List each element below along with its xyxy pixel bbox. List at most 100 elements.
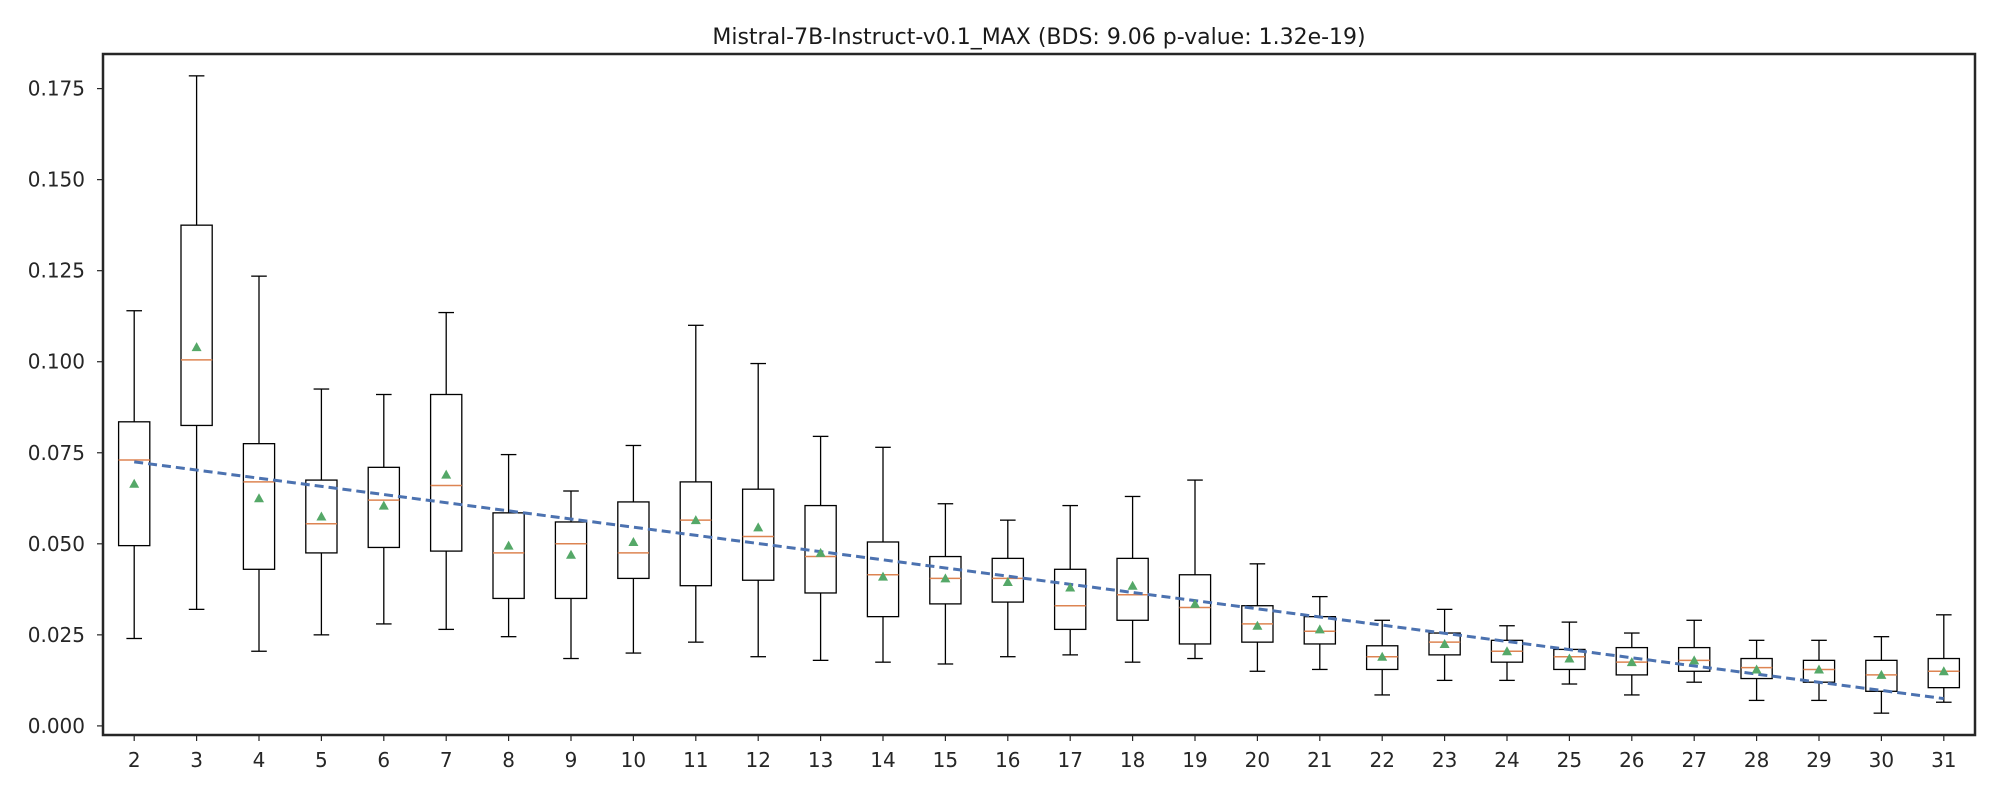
x-tick-label: 28 — [1744, 748, 1769, 772]
box-8 — [492, 453, 525, 638]
box-body — [1365, 645, 1399, 671]
x-tick-label: 7 — [440, 748, 453, 772]
mean-marker-9 — [566, 549, 576, 559]
box-body — [617, 501, 650, 580]
box-20 — [1241, 563, 1274, 672]
mean-marker-10 — [628, 536, 639, 546]
box-body — [117, 421, 151, 547]
box-body — [429, 393, 463, 552]
box-9 — [554, 490, 588, 660]
box-4 — [242, 275, 276, 652]
box-body — [679, 481, 713, 587]
mean-marker-23 — [1439, 638, 1450, 648]
box-27 — [1677, 619, 1711, 683]
box-12 — [741, 362, 775, 658]
x-tick-label: 30 — [1869, 748, 1894, 772]
box-body — [554, 521, 588, 600]
box-22 — [1365, 619, 1399, 696]
x-tick-label: 13 — [808, 748, 833, 772]
x-tick-label: 12 — [745, 748, 770, 772]
box-7 — [429, 311, 463, 631]
x-tick-label: 6 — [377, 748, 390, 772]
mean-marker-16 — [1002, 577, 1013, 587]
box-15 — [929, 503, 962, 665]
mean-marker-14 — [878, 571, 888, 581]
y-tick-label: 0.025 — [28, 623, 85, 647]
x-tick-label: 5 — [315, 748, 328, 772]
mean-marker-25 — [1564, 653, 1575, 663]
box-body — [866, 541, 900, 618]
x-tick-label: 21 — [1307, 748, 1332, 772]
box-10 — [617, 444, 650, 654]
x-tick-label: 11 — [683, 748, 708, 772]
box-6 — [367, 393, 401, 625]
box-19 — [1178, 479, 1212, 660]
box-18 — [1116, 495, 1149, 663]
x-tick-label: 31 — [1931, 748, 1956, 772]
box-body — [367, 466, 401, 549]
x-tick-label: 29 — [1806, 748, 1831, 772]
box-17 — [1053, 504, 1087, 656]
box-body — [1053, 568, 1087, 631]
box-25 — [1553, 621, 1586, 685]
mean-marker-13 — [815, 547, 826, 557]
x-tick-label: 23 — [1432, 748, 1457, 772]
x-tick-label: 17 — [1057, 748, 1082, 772]
box-body — [1740, 657, 1773, 680]
box-16 — [991, 519, 1025, 658]
mean-marker-4 — [254, 493, 264, 503]
mean-marker-12 — [753, 522, 764, 532]
box-body — [741, 488, 775, 581]
box-body — [1927, 657, 1961, 689]
box-body — [991, 557, 1025, 603]
mean-marker-8 — [503, 540, 514, 550]
mean-marker-24 — [1502, 646, 1512, 656]
y-tick-label: 0.175 — [28, 77, 85, 101]
box-3 — [180, 75, 213, 611]
trend-layer — [134, 460, 1944, 701]
box-body — [305, 479, 338, 554]
x-tick-label: 27 — [1681, 748, 1706, 772]
mean-marker-5 — [316, 511, 327, 521]
mean-marker-19 — [1190, 598, 1200, 608]
x-tick-label: 19 — [1182, 748, 1207, 772]
x-tick-label: 14 — [870, 748, 895, 772]
x-tick-label: 4 — [253, 748, 266, 772]
x-tick-label: 10 — [621, 748, 646, 772]
box-body — [180, 224, 213, 427]
box-body — [1865, 659, 1898, 692]
mean-marker-22 — [1377, 651, 1388, 661]
mean-marker-7 — [441, 469, 452, 479]
axis-layer: 2 3 4 5 6 7 8 9 10 11 12 13 14 15 16 17 18 19 20 21 22 23 24 25… — [28, 77, 1957, 772]
x-tick-label: 8 — [502, 748, 515, 772]
x-tick-label: 20 — [1245, 748, 1270, 772]
y-tick-label: 0.150 — [28, 168, 85, 192]
mean-marker-2 — [129, 478, 140, 488]
x-tick-label: 26 — [1619, 748, 1644, 772]
y-tick-label: 0.100 — [28, 350, 85, 374]
mean-marker-17 — [1065, 582, 1076, 592]
box-body — [1116, 557, 1149, 621]
y-tick-label: 0.075 — [28, 441, 85, 465]
y-tick-label: 0.125 — [28, 259, 85, 283]
mean-marker-3 — [191, 342, 202, 352]
box-14 — [866, 446, 900, 663]
box-5 — [305, 388, 338, 636]
x-tick-label: 24 — [1494, 748, 1519, 772]
x-tick-label: 25 — [1557, 748, 1582, 772]
mean-marker-6 — [378, 500, 389, 510]
mean-marker-29 — [1814, 664, 1824, 674]
x-tick-label: 3 — [190, 748, 203, 772]
x-tick-label: 16 — [995, 748, 1020, 772]
y-tick-label: 0.000 — [28, 714, 85, 738]
mean-layer — [129, 342, 1949, 679]
box-body — [242, 443, 276, 570]
mean-marker-15 — [940, 573, 951, 583]
x-tick-label: 18 — [1120, 748, 1145, 772]
box-11 — [679, 324, 713, 643]
box-body — [929, 555, 962, 605]
plot-frame — [101, 52, 1977, 737]
mean-marker-27 — [1689, 655, 1700, 665]
